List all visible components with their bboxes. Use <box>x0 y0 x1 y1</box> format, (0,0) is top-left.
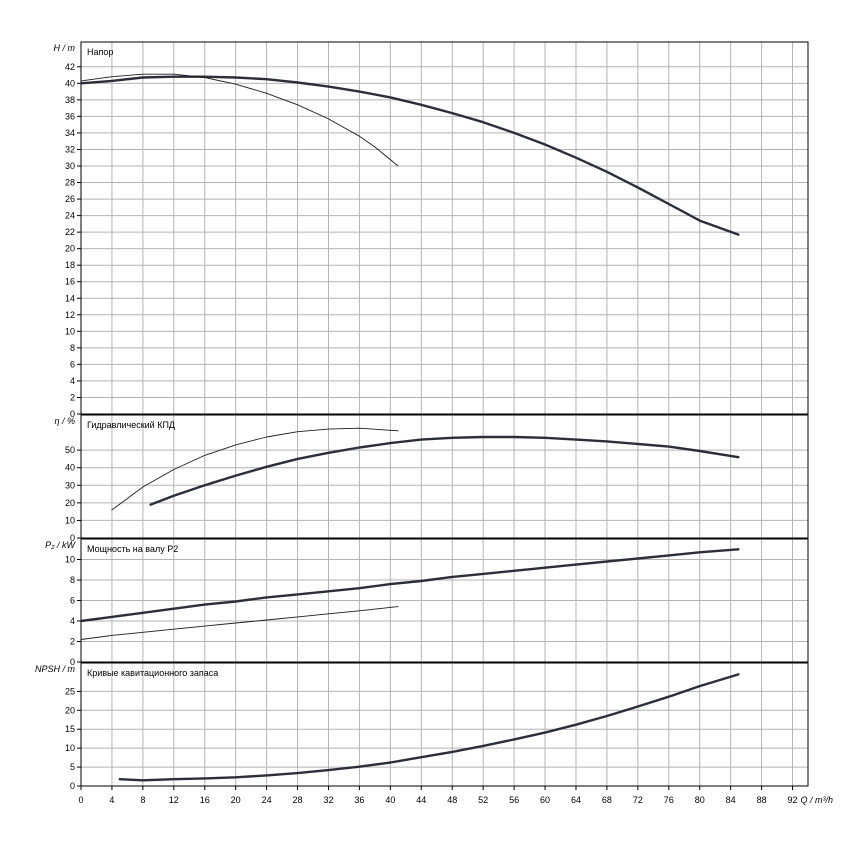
y-tick-label: 4 <box>70 376 75 386</box>
x-tick-label: 76 <box>664 795 674 805</box>
y-tick-label: 4 <box>70 616 75 626</box>
panel-frame <box>80 41 809 415</box>
y-tick-label: 22 <box>65 227 75 237</box>
y-tick-label: 8 <box>70 343 75 353</box>
x-tick-label: 64 <box>571 795 581 805</box>
panel-frame <box>80 662 809 787</box>
x-tick-label: 92 <box>788 795 798 805</box>
y-tick-label: 25 <box>65 686 75 696</box>
y-tick-label: 16 <box>65 277 75 287</box>
series-line-head-thick <box>79 75 740 236</box>
curves <box>79 73 740 782</box>
panel-title: Гидравлический КПД <box>87 420 175 430</box>
y-tick-label: 40 <box>65 78 75 88</box>
panel-title: Кривые кавитационного запаса <box>87 668 218 678</box>
y-tick-label: 14 <box>65 293 75 303</box>
y-axis-label: η / % <box>54 416 75 426</box>
grid-lines <box>77 41 809 790</box>
y-axis-label: H / m <box>54 43 76 53</box>
panel-frame <box>80 538 809 663</box>
y-tick-label: 10 <box>65 555 75 565</box>
x-tick-label: 56 <box>509 795 519 805</box>
y-tick-label: 42 <box>65 62 75 72</box>
series-line-power-thin <box>80 606 399 640</box>
y-tick-label: 34 <box>65 128 75 138</box>
panel-frame <box>80 414 809 539</box>
y-tick-label: 24 <box>65 211 75 221</box>
x-tick-label: 24 <box>262 795 272 805</box>
panel-title: Мощность на валу P2 <box>87 544 178 554</box>
x-tick-label: 84 <box>726 795 736 805</box>
y-tick-label: 38 <box>65 95 75 105</box>
y-tick-label: 20 <box>65 705 75 715</box>
y-tick-label: 30 <box>65 480 75 490</box>
y-tick-label: 6 <box>70 359 75 369</box>
labels: 024681012141618202224262830323436384042Н… <box>35 43 833 805</box>
series-line-efficiency-thin <box>111 427 399 511</box>
series-line-npsh-thick <box>118 673 740 782</box>
x-tick-label: 72 <box>633 795 643 805</box>
y-tick-label: 0 <box>70 657 75 667</box>
x-tick-label: 48 <box>447 795 457 805</box>
x-tick-label: 40 <box>385 795 395 805</box>
x-tick-label: 8 <box>140 795 145 805</box>
y-tick-label: 20 <box>65 498 75 508</box>
x-tick-label: 20 <box>231 795 241 805</box>
y-axis-label: P₂ / kW <box>45 540 76 550</box>
y-tick-label: 28 <box>65 178 75 188</box>
y-tick-label: 2 <box>70 637 75 647</box>
panel-title: Напор <box>87 47 113 57</box>
x-tick-label: 32 <box>323 795 333 805</box>
y-tick-label: 6 <box>70 596 75 606</box>
y-tick-label: 8 <box>70 575 75 585</box>
y-tick-label: 26 <box>65 194 75 204</box>
x-tick-label: 88 <box>757 795 767 805</box>
y-tick-label: 50 <box>65 445 75 455</box>
x-tick-label: 68 <box>602 795 612 805</box>
y-tick-label: 15 <box>65 724 75 734</box>
x-axis-label: Q / m³/h <box>801 795 834 805</box>
series-line-power-thick <box>79 548 740 623</box>
y-tick-label: 5 <box>70 762 75 772</box>
x-tick-label: 0 <box>78 795 83 805</box>
y-tick-label: 10 <box>65 326 75 336</box>
y-tick-label: 20 <box>65 244 75 254</box>
x-tick-label: 4 <box>109 795 114 805</box>
x-tick-label: 12 <box>169 795 179 805</box>
y-tick-label: 0 <box>70 409 75 419</box>
y-axis-label: NPSH / m <box>35 664 76 674</box>
y-tick-label: 2 <box>70 392 75 402</box>
x-tick-label: 80 <box>695 795 705 805</box>
y-tick-label: 0 <box>70 533 75 543</box>
x-tick-label: 36 <box>354 795 364 805</box>
x-tick-label: 28 <box>293 795 303 805</box>
series-line-efficiency-thick <box>149 435 740 506</box>
y-tick-label: 12 <box>65 310 75 320</box>
y-tick-label: 30 <box>65 161 75 171</box>
y-tick-label: 40 <box>65 463 75 473</box>
y-tick-label: 32 <box>65 144 75 154</box>
x-tick-label: 16 <box>200 795 210 805</box>
x-tick-label: 44 <box>416 795 426 805</box>
y-tick-label: 36 <box>65 111 75 121</box>
y-tick-label: 10 <box>65 743 75 753</box>
y-tick-label: 0 <box>70 781 75 791</box>
x-tick-label: 60 <box>540 795 550 805</box>
y-tick-label: 10 <box>65 515 75 525</box>
x-tick-label: 52 <box>478 795 488 805</box>
y-tick-label: 18 <box>65 260 75 270</box>
series-line-head-thin <box>80 73 399 167</box>
